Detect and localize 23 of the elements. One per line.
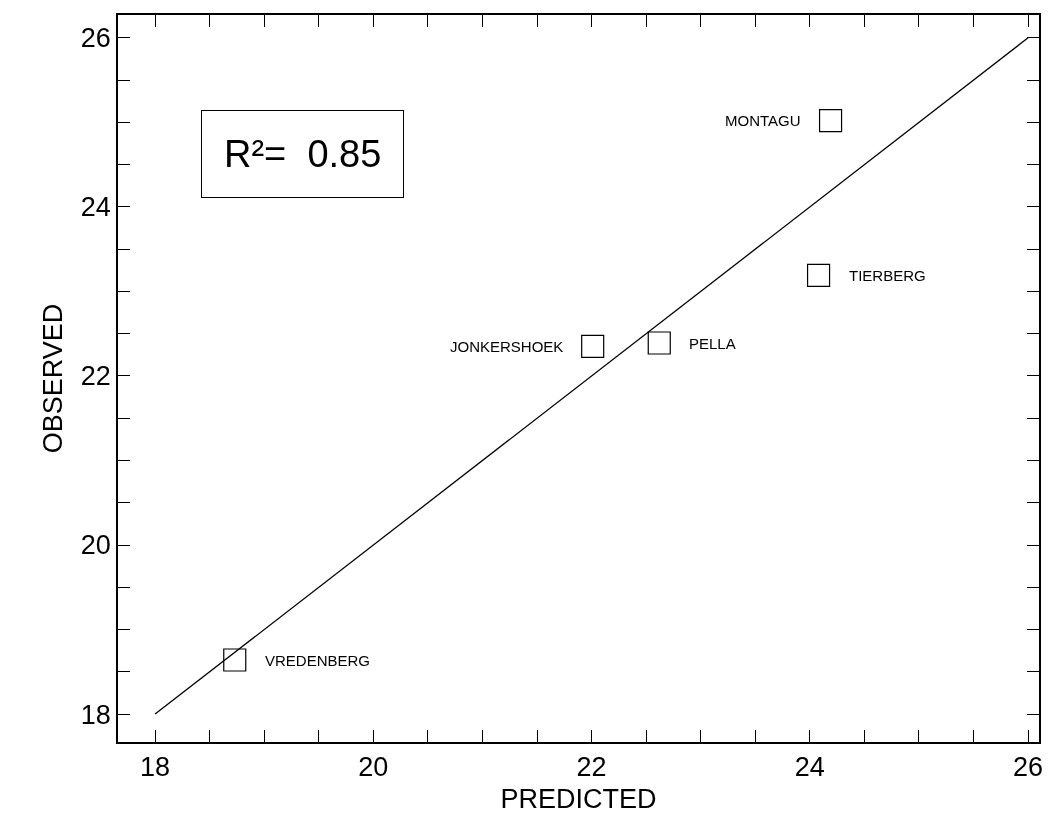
point	[581, 334, 605, 358]
x-tick-label: 22	[576, 752, 607, 783]
annotation: PELLA	[689, 335, 736, 352]
x-tick-label: 24	[794, 752, 825, 783]
x-tick-label: 26	[1013, 752, 1044, 783]
y-tick-label: 18	[80, 699, 111, 730]
y-tick-label: 26	[80, 23, 111, 54]
annotation: MONTAGU	[725, 112, 801, 129]
annotation: VREDENBERG	[265, 652, 371, 669]
annotation: JONKERSHOEK	[450, 338, 564, 355]
point	[818, 109, 843, 133]
annotation: TIERBERG	[849, 267, 926, 284]
point	[223, 648, 247, 672]
y-tick-label: 24	[80, 192, 111, 223]
y-tick-label: 20	[80, 530, 111, 561]
point	[806, 263, 831, 287]
y-axis-title: OBSERVED	[38, 303, 69, 454]
y-tick-label: 22	[80, 361, 111, 392]
x-axis-title: PREDICTED	[500, 784, 657, 815]
x-tick-label: 20	[358, 752, 389, 783]
annotation: R²= 0.85	[224, 133, 382, 175]
x-tick-label: 18	[140, 752, 171, 783]
point	[647, 331, 671, 355]
